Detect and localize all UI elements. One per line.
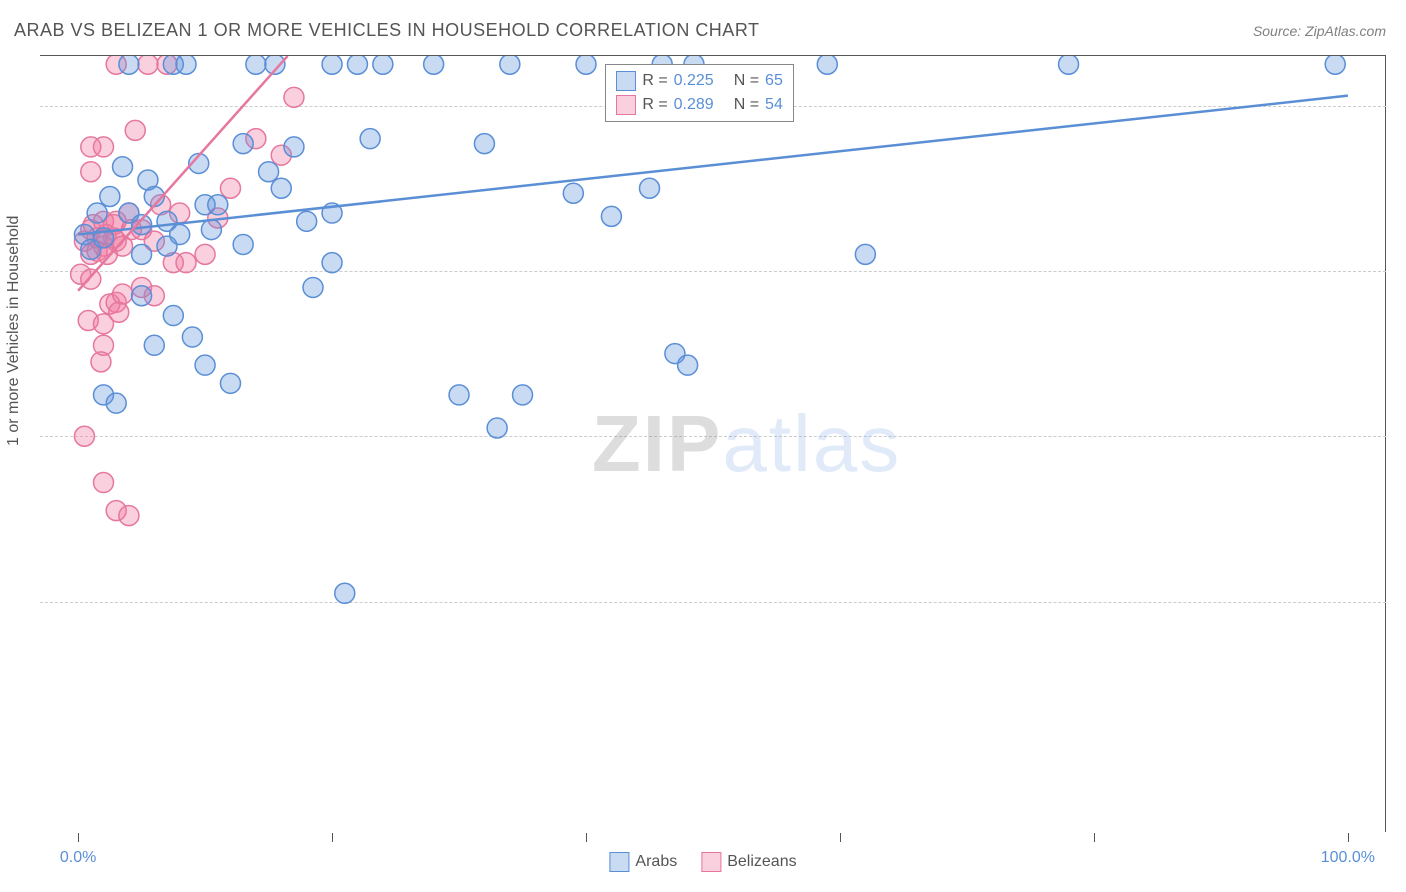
x-tick <box>1094 833 1095 842</box>
plot-svg <box>40 56 1386 833</box>
data-point <box>563 183 583 203</box>
data-point <box>176 56 196 74</box>
y-axis-title: 1 or more Vehicles in Household <box>5 216 23 446</box>
data-point <box>601 206 621 226</box>
legend-n-value: 65 <box>765 72 783 90</box>
data-point <box>208 195 228 215</box>
data-point <box>297 211 317 231</box>
legend-n-label: N = <box>734 72 759 90</box>
data-point <box>303 277 323 297</box>
legend-swatch <box>701 852 721 872</box>
data-point <box>87 203 107 223</box>
data-point <box>1059 56 1079 74</box>
data-point <box>500 56 520 74</box>
data-point <box>1325 56 1345 74</box>
legend-item: Belizeans <box>701 852 796 872</box>
plot-frame: 70.0%80.0%90.0%100.0%0.0%100.0%ZIPatlasR… <box>40 55 1386 832</box>
legend-item: Arabs <box>609 852 677 872</box>
legend-stat-row: R = 0.289 N = 54 <box>616 93 783 117</box>
y-tick-label: 70.0% <box>1394 593 1406 611</box>
data-point <box>144 335 164 355</box>
y-tick-label: 80.0% <box>1394 427 1406 445</box>
title-bar: ARAB VS BELIZEAN 1 OR MORE VEHICLES IN H… <box>14 20 1386 41</box>
data-point <box>513 385 533 405</box>
data-point <box>678 355 698 375</box>
data-point <box>640 178 660 198</box>
data-point <box>106 393 126 413</box>
data-point <box>176 253 196 273</box>
data-point <box>132 215 152 235</box>
data-point <box>81 162 101 182</box>
data-point <box>220 373 240 393</box>
data-point <box>322 56 342 74</box>
source-attribution: Source: ZipAtlas.com <box>1253 23 1386 39</box>
legend-r-value: 0.289 <box>674 96 714 114</box>
data-point <box>487 418 507 438</box>
data-point <box>360 129 380 149</box>
data-point <box>220 178 240 198</box>
legend-r-value: 0.225 <box>674 72 714 90</box>
x-tick <box>840 833 841 842</box>
data-point <box>284 87 304 107</box>
scatter-plot: 70.0%80.0%90.0%100.0%0.0%100.0%ZIPatlasR… <box>40 56 1386 833</box>
data-point <box>100 187 120 207</box>
legend-label: Belizeans <box>727 853 796 871</box>
data-point <box>119 506 139 526</box>
data-point <box>132 286 152 306</box>
data-point <box>347 56 367 74</box>
data-point <box>817 56 837 74</box>
data-point <box>449 385 469 405</box>
x-tick-label: 100.0% <box>1321 849 1375 867</box>
data-point <box>119 56 139 74</box>
data-point <box>125 120 145 140</box>
data-point <box>93 335 113 355</box>
y-tick-label: 100.0% <box>1394 97 1406 115</box>
data-point <box>195 355 215 375</box>
data-point <box>195 244 215 264</box>
data-point <box>576 56 596 74</box>
legend-swatch <box>609 852 629 872</box>
data-point <box>246 56 266 74</box>
x-tick <box>332 833 333 842</box>
data-point <box>474 134 494 154</box>
legend-n-value: 54 <box>765 96 783 114</box>
data-point <box>132 244 152 264</box>
data-point <box>93 137 113 157</box>
x-tick-label: 0.0% <box>60 849 96 867</box>
legend-stats: R = 0.225 N = 65 R = 0.289 N = 54 <box>605 64 794 122</box>
data-point <box>233 234 253 254</box>
y-tick-label: 90.0% <box>1394 262 1406 280</box>
x-tick <box>586 833 587 842</box>
data-point <box>271 178 291 198</box>
legend-n-label: N = <box>734 96 759 114</box>
data-point <box>284 137 304 157</box>
data-point <box>163 306 183 326</box>
x-tick <box>1348 833 1349 842</box>
legend-r-label: R = <box>642 72 667 90</box>
data-point <box>113 157 133 177</box>
legend-label: Arabs <box>635 853 677 871</box>
legend-stat-row: R = 0.225 N = 65 <box>616 69 783 93</box>
legend-bottom: Arabs Belizeans <box>609 852 796 872</box>
data-point <box>109 302 129 322</box>
legend-swatch <box>616 95 636 115</box>
data-point <box>201 220 221 240</box>
data-point <box>322 253 342 273</box>
data-point <box>113 284 133 304</box>
legend-r-label: R = <box>642 96 667 114</box>
data-point <box>93 473 113 493</box>
data-point <box>259 162 279 182</box>
data-point <box>74 426 94 446</box>
data-point <box>424 56 444 74</box>
data-point <box>335 583 355 603</box>
chart-title: ARAB VS BELIZEAN 1 OR MORE VEHICLES IN H… <box>14 20 760 41</box>
legend-swatch <box>616 71 636 91</box>
data-point <box>138 56 158 74</box>
data-point <box>855 244 875 264</box>
x-tick <box>78 833 79 842</box>
data-point <box>373 56 393 74</box>
data-point <box>170 225 190 245</box>
data-point <box>182 327 202 347</box>
data-point <box>233 134 253 154</box>
